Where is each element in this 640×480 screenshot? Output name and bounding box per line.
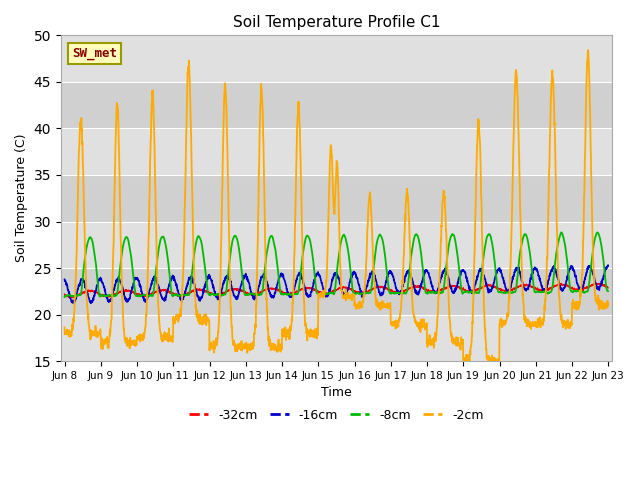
- Bar: [61, 36, 612, 82]
- Bar: [61, 221, 612, 268]
- Bar: [61, 82, 612, 129]
- Title: Soil Temperature Profile C1: Soil Temperature Profile C1: [233, 15, 440, 30]
- X-axis label: Time: Time: [321, 386, 352, 399]
- Bar: [61, 129, 612, 175]
- Text: SW_met: SW_met: [72, 47, 117, 60]
- Legend: -32cm, -16cm, -8cm, -2cm: -32cm, -16cm, -8cm, -2cm: [184, 404, 488, 427]
- Y-axis label: Soil Temperature (C): Soil Temperature (C): [15, 134, 28, 263]
- Bar: [61, 268, 612, 314]
- Bar: [61, 175, 612, 221]
- Bar: [61, 314, 612, 361]
